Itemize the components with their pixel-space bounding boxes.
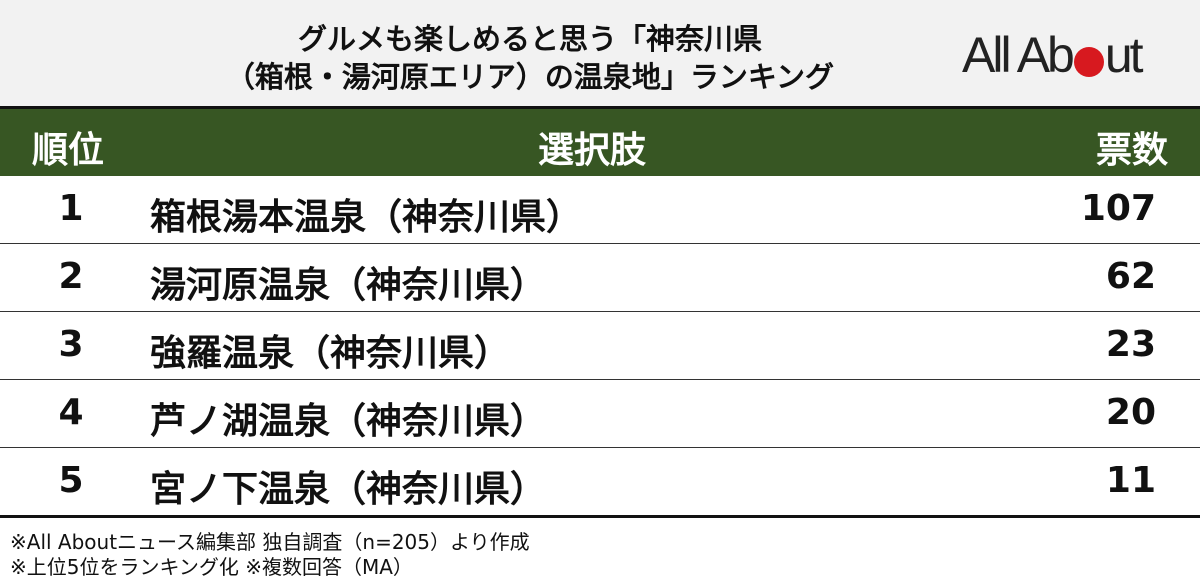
title-banner: グルメも楽しめると思う「神奈川県 （箱根・湯河原エリア）の温泉地」ランキング A… <box>0 0 1200 106</box>
logo-text-right: ut <box>1104 27 1144 83</box>
table-row: 3 強羅温泉（神奈川県） 23 <box>0 312 1200 380</box>
votes-cell: 20 <box>1105 392 1156 433</box>
logo-text-left: All Ab <box>962 27 1075 83</box>
choice-cell: 湯河原温泉（神奈川県） <box>150 265 547 306</box>
choice-cell: 強羅温泉（神奈川県） <box>150 333 511 374</box>
divider <box>0 106 1200 109</box>
title-line-1: グルメも楽しめると思う「神奈川県 <box>297 22 762 56</box>
row-divider <box>0 379 1200 380</box>
row-divider <box>0 243 1200 244</box>
rank-cell: 4 <box>58 392 84 433</box>
votes-cell: 107 <box>1080 188 1156 229</box>
page-title: グルメも楽しめると思う「神奈川県 （箱根・湯河原エリア）の温泉地」ランキング <box>180 20 880 96</box>
logo-dot-icon <box>1073 47 1104 77</box>
row-divider <box>0 311 1200 312</box>
rank-cell: 1 <box>58 188 84 229</box>
row-divider <box>0 447 1200 448</box>
choice-cell: 芦ノ湖温泉（神奈川県） <box>150 401 547 442</box>
choice-cell: 宮ノ下温泉（神奈川県） <box>150 469 547 510</box>
table-row: 5 宮ノ下温泉（神奈川県） 11 <box>0 448 1200 516</box>
votes-cell: 11 <box>1105 460 1156 501</box>
table-row: 4 芦ノ湖温泉（神奈川県） 20 <box>0 380 1200 448</box>
footnote-source: ※All Aboutニュース編集部 独自調査（n=205）より作成 <box>10 530 530 554</box>
header-choice: 選択肢 <box>538 130 647 171</box>
table-row: 1 箱根湯本温泉（神奈川県） 107 <box>0 176 1200 244</box>
footnotes: ※All Aboutニュース編集部 独自調査（n=205）より作成 ※上位5位を… <box>10 530 530 580</box>
votes-cell: 62 <box>1105 256 1156 297</box>
rank-cell: 2 <box>58 256 84 297</box>
votes-cell: 23 <box>1105 324 1156 365</box>
rank-cell: 5 <box>58 460 84 501</box>
header-rank: 順位 <box>32 130 105 171</box>
divider <box>0 515 1200 518</box>
title-line-2: （箱根・湯河原エリア）の温泉地」ランキング <box>225 60 835 94</box>
table-row: 2 湯河原温泉（神奈川県） 62 <box>0 244 1200 312</box>
rank-cell: 3 <box>58 324 84 365</box>
choice-cell: 箱根湯本温泉（神奈川県） <box>150 197 583 238</box>
allabout-logo: All Ab ut <box>962 26 1144 84</box>
footnote-method: ※上位5位をランキング化 ※複数回答（MA） <box>10 555 413 579</box>
header-votes: 票数 <box>1095 130 1168 171</box>
table-header: 順位 選択肢 票数 <box>0 109 1200 176</box>
